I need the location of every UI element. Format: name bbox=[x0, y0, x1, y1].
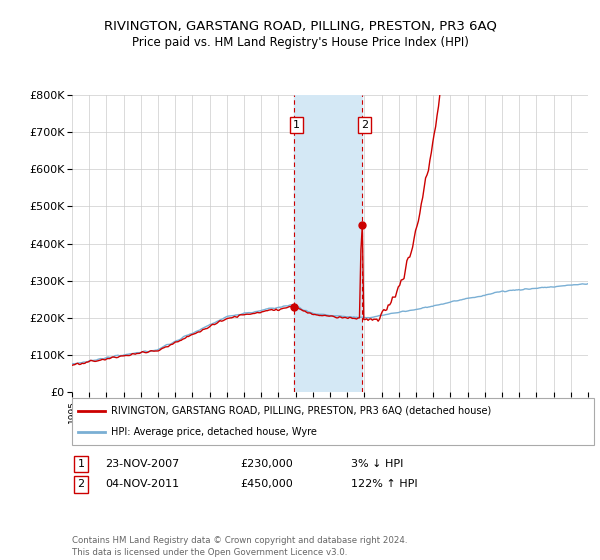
Text: Contains HM Land Registry data © Crown copyright and database right 2024.
This d: Contains HM Land Registry data © Crown c… bbox=[72, 536, 407, 557]
Text: RIVINGTON, GARSTANG ROAD, PILLING, PRESTON, PR3 6AQ: RIVINGTON, GARSTANG ROAD, PILLING, PREST… bbox=[104, 20, 496, 32]
Text: 2: 2 bbox=[77, 479, 85, 489]
Text: 1: 1 bbox=[293, 120, 300, 130]
Text: 23-NOV-2007: 23-NOV-2007 bbox=[105, 459, 179, 469]
Bar bbox=[294, 95, 362, 392]
Text: 2: 2 bbox=[361, 120, 368, 130]
Text: 1: 1 bbox=[77, 459, 85, 469]
Text: £230,000: £230,000 bbox=[240, 459, 293, 469]
Text: RIVINGTON, GARSTANG ROAD, PILLING, PRESTON, PR3 6AQ (detached house): RIVINGTON, GARSTANG ROAD, PILLING, PREST… bbox=[111, 406, 491, 416]
Text: HPI: Average price, detached house, Wyre: HPI: Average price, detached house, Wyre bbox=[111, 427, 317, 437]
Text: 04-NOV-2011: 04-NOV-2011 bbox=[105, 479, 179, 489]
Text: 3% ↓ HPI: 3% ↓ HPI bbox=[351, 459, 403, 469]
Text: £450,000: £450,000 bbox=[240, 479, 293, 489]
Text: 122% ↑ HPI: 122% ↑ HPI bbox=[351, 479, 418, 489]
Text: Price paid vs. HM Land Registry's House Price Index (HPI): Price paid vs. HM Land Registry's House … bbox=[131, 36, 469, 49]
